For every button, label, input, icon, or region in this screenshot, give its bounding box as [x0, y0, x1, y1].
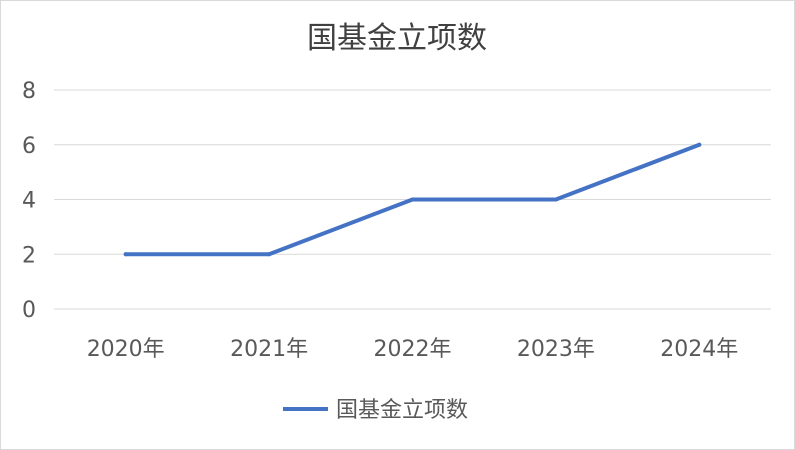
chart-title: 国基金立项数 [307, 21, 487, 56]
y-axis-ticks: 0 2 4 6 8 [22, 79, 36, 323]
data-point [267, 252, 272, 257]
x-tick-label: 2020年 [87, 337, 165, 362]
data-point [553, 197, 558, 202]
y-tick-label: 0 [22, 298, 36, 323]
x-tick-label: 2022年 [374, 337, 452, 362]
y-tick-label: 4 [22, 189, 36, 214]
x-tick-label: 2023年 [517, 337, 595, 362]
series-group [123, 142, 702, 257]
x-tick-label: 2021年 [230, 337, 308, 362]
y-tick-label: 8 [22, 79, 36, 104]
legend-label: 国基金立项数 [336, 398, 468, 423]
y-tick-label: 2 [22, 243, 36, 268]
x-axis-ticks: 2020年 2021年 2022年 2023年 2024年 [87, 337, 739, 362]
legend: 国基金立项数 [283, 398, 468, 423]
y-tick-label: 6 [22, 134, 36, 159]
data-point [123, 252, 128, 257]
data-point [410, 197, 415, 202]
x-tick-label: 2024年 [660, 337, 738, 362]
data-point [697, 142, 702, 147]
